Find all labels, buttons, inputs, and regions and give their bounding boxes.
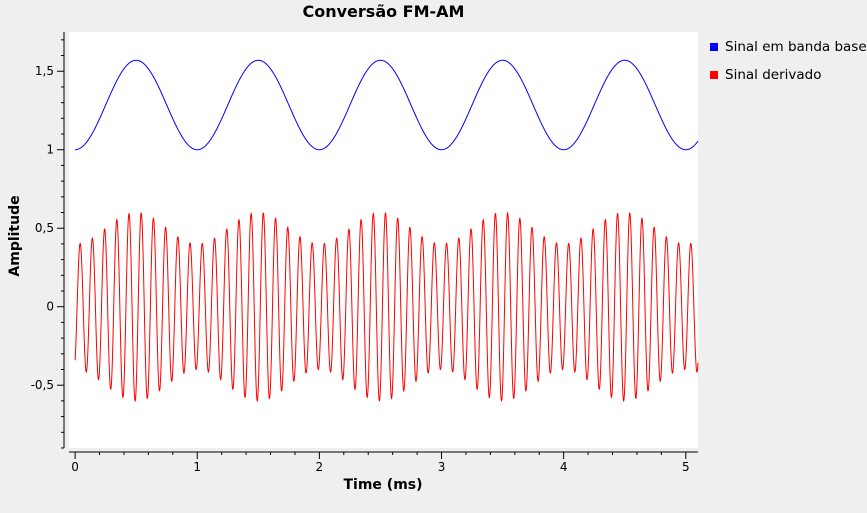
legend: Sinal em banda base Sinal derivado [710,33,867,89]
y-tick-label: 0 [46,300,54,314]
legend-label: Sinal derivado [725,67,822,83]
axes: -0,5 0 0,5 1 1,5 0 1 2 3 4 5 [31,32,698,474]
x-tick-label: 4 [560,460,568,474]
y-tick-label: 1 [46,143,54,157]
x-tick-label: 5 [682,460,690,474]
x-tick-label: 2 [316,460,324,474]
y-tick-label: 0,5 [35,221,54,235]
x-tick-label: 3 [438,460,446,474]
series-line-derived [74,211,699,403]
series-layer [74,59,699,403]
y-tick-label: 1,5 [35,64,54,78]
legend-item[interactable]: Sinal derivado [710,61,867,89]
legend-swatch [710,43,718,51]
y-axis-title: Amplitude [7,195,23,276]
x-tick-label: 1 [193,460,201,474]
chart-title: Conversão FM-AM [302,2,465,21]
legend-swatch [710,71,718,79]
x-tick-label: 0 [71,460,79,474]
legend-label: Sinal em banda base [725,39,867,55]
x-axis-title: Time (ms) [343,477,422,493]
y-tick-label: -0,5 [31,378,54,392]
legend-item[interactable]: Sinal em banda base [710,33,867,61]
series-line-baseband [75,59,699,151]
